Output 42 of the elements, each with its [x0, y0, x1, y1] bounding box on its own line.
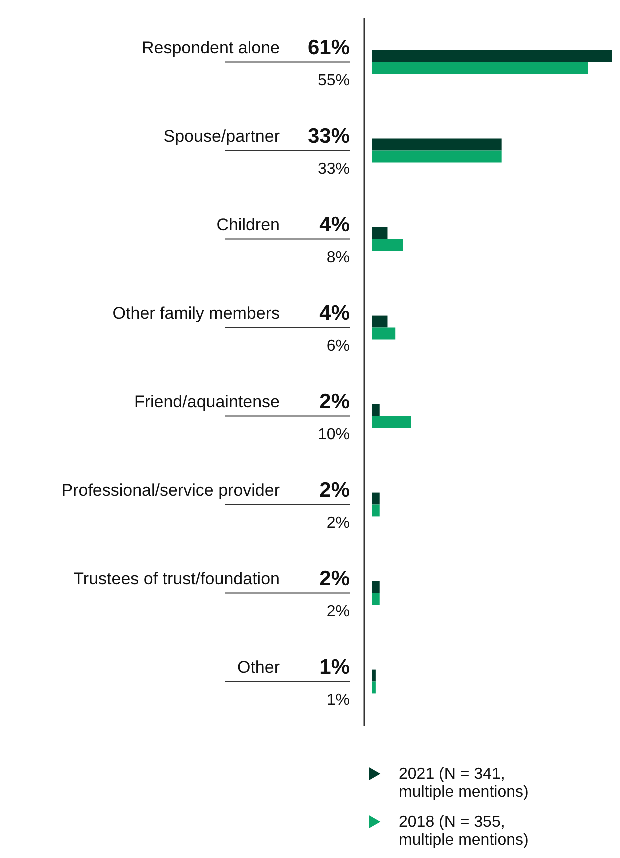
data-label: 8% — [326, 249, 350, 266]
data-label: 33% — [308, 124, 350, 148]
bar — [372, 416, 412, 428]
data-label: 55% — [318, 72, 350, 90]
bar — [372, 227, 388, 240]
y-tick-label: Professional/service provider — [62, 480, 280, 500]
data-label: 61% — [308, 36, 350, 60]
y-tick-label: Other family members — [112, 304, 280, 323]
data-label: 2% — [326, 514, 350, 532]
data-label: 6% — [326, 338, 350, 355]
data-label: 1% — [320, 656, 350, 679]
y-tick-label: Other — [237, 658, 280, 677]
y-tick-label: Trustees of trust/foundation — [74, 569, 280, 588]
data-label: 10% — [318, 426, 350, 444]
bar — [372, 239, 404, 252]
bar — [372, 62, 588, 74]
y-tick-label: Spouse/partner — [164, 126, 280, 146]
legend-label: 2021 (N = 341, multiple mentions) — [399, 766, 529, 801]
data-label: 2% — [326, 603, 350, 620]
bar — [372, 581, 380, 594]
bar — [372, 316, 388, 328]
data-label: 33% — [318, 160, 350, 178]
bar — [372, 504, 380, 517]
y-tick-label: Respondent alone — [142, 38, 280, 58]
bar — [372, 150, 502, 163]
data-label: 1% — [326, 692, 350, 709]
bar — [372, 404, 380, 416]
bar — [372, 670, 376, 682]
y-tick-label: Children — [216, 215, 280, 234]
bar — [372, 593, 380, 606]
data-label: 4% — [320, 302, 350, 325]
data-label: 4% — [320, 213, 350, 236]
data-label: 2% — [320, 478, 350, 502]
bar — [372, 138, 502, 151]
data-label: 2% — [320, 567, 350, 590]
data-label: 2% — [320, 390, 350, 414]
legend-label: 2018 (N = 355, multiple mentions) — [399, 814, 529, 849]
bar — [372, 328, 396, 340]
bar — [372, 492, 380, 505]
bar — [372, 50, 612, 62]
bar — [372, 682, 376, 694]
y-tick-label: Friend/aquaintense — [134, 392, 280, 412]
